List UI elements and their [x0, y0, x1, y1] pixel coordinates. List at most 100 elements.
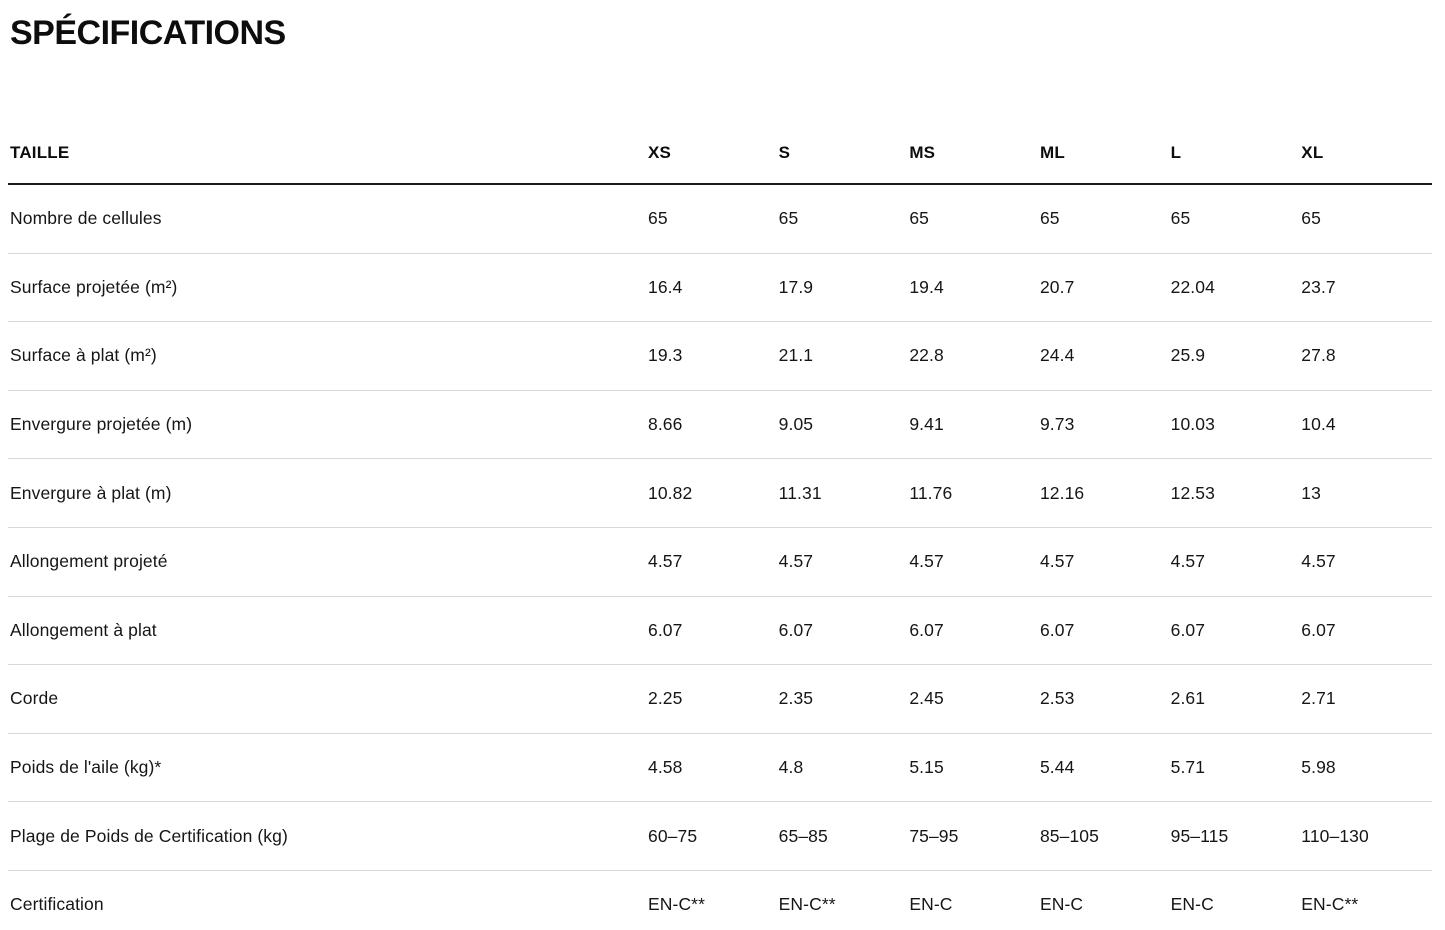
cell-value: EN-C [909, 870, 1040, 930]
table-row: Envergure projetée (m) 8.66 9.05 9.41 9.73 10… [8, 390, 1432, 460]
cell-value: 10.4 [1301, 390, 1432, 460]
cell-value: 9.05 [778, 390, 910, 460]
cell-value: 22.8 [909, 321, 1040, 391]
cell-value: EN-C [1170, 870, 1302, 930]
cell-value: 6.07 [1301, 596, 1432, 666]
table-row: Envergure à plat (m) 10.82 11.31 11.76 12.16… [8, 458, 1432, 528]
cell-value: 11.31 [778, 458, 910, 528]
size-column-header: S [778, 52, 910, 185]
size-row-header: TAILLE [8, 52, 648, 185]
cell-value: 4.58 [648, 733, 779, 803]
cell-value: 27.8 [1301, 321, 1432, 391]
cell-value: 13 [1301, 458, 1432, 528]
row-label: Corde [8, 664, 648, 734]
size-column-header: ML [1039, 52, 1171, 185]
cell-value: 5.15 [909, 733, 1040, 803]
table-row: Plage de Poids de Certification (kg) 60–7… [8, 801, 1432, 871]
table-header-row: TAILLE XS S MS ML L XL [8, 52, 1432, 185]
cell-value: 6.07 [1039, 596, 1171, 666]
spec-table: TAILLE XS S MS ML L XL Nombre de cellules 65 65 6… [8, 52, 1432, 930]
cell-value: 11.76 [909, 458, 1040, 528]
cell-value: 23.7 [1301, 253, 1432, 323]
cell-value: 4.57 [778, 527, 910, 597]
cell-value: 10.03 [1170, 390, 1302, 460]
cell-value: 16.4 [648, 253, 779, 323]
cell-value: 5.44 [1039, 733, 1171, 803]
size-column-header: MS [909, 52, 1040, 185]
table-row: Corde 2.25 2.35 2.45 2.53 2.61 2.71 [8, 664, 1432, 734]
specifications-section: SPÉCIFICATIONS TAILLE XS S MS ML L XL Nombre d… [0, 14, 1445, 930]
cell-value: 12.16 [1039, 458, 1171, 528]
cell-value: EN-C** [778, 870, 910, 930]
cell-value: EN-C [1039, 870, 1171, 930]
spec-table-head: TAILLE XS S MS ML L XL [8, 52, 1432, 185]
cell-value: 6.07 [1170, 596, 1302, 666]
cell-value: 65 [778, 184, 910, 254]
size-column-header: XS [648, 52, 779, 185]
cell-value: 2.53 [1039, 664, 1171, 734]
row-label: Allongement à plat [8, 596, 648, 666]
row-label: Allongement projeté [8, 527, 648, 597]
cell-value: 65–85 [778, 801, 910, 871]
cell-value: 65 [1301, 184, 1432, 254]
cell-value: 6.07 [909, 596, 1040, 666]
cell-value: 60–75 [648, 801, 779, 871]
cell-value: EN-C** [648, 870, 779, 930]
cell-value: 17.9 [778, 253, 910, 323]
cell-value: 20.7 [1039, 253, 1171, 323]
cell-value: 24.4 [1039, 321, 1171, 391]
table-row: Poids de l'aile (kg)* 4.58 4.8 5.15 5.44 5.71… [8, 733, 1432, 803]
cell-value: 6.07 [648, 596, 779, 666]
table-row: Certification EN-C** EN-C** EN-C EN-C EN-C EN-… [8, 870, 1432, 930]
cell-value: 95–115 [1170, 801, 1302, 871]
cell-value: 5.98 [1301, 733, 1432, 803]
cell-value: 4.8 [778, 733, 910, 803]
cell-value: 2.71 [1301, 664, 1432, 734]
cell-value: EN-C** [1301, 870, 1432, 930]
cell-value: 2.35 [778, 664, 910, 734]
cell-value: 65 [648, 184, 779, 254]
cell-value: 4.57 [1039, 527, 1171, 597]
cell-value: 10.82 [648, 458, 779, 528]
cell-value: 2.61 [1170, 664, 1302, 734]
row-label: Poids de l'aile (kg)* [8, 733, 648, 803]
row-label: Envergure projetée (m) [8, 390, 648, 460]
cell-value: 4.57 [1170, 527, 1302, 597]
cell-value: 6.07 [778, 596, 910, 666]
row-label: Nombre de cellules [8, 184, 648, 254]
spec-table-body: Nombre de cellules 65 65 65 65 65 65 Surface pr… [8, 184, 1432, 930]
page-title: SPÉCIFICATIONS [10, 14, 286, 52]
table-row: Allongement projeté 4.57 4.57 4.57 4.57 4.57 4… [8, 527, 1432, 597]
cell-value: 110–130 [1301, 801, 1432, 871]
row-label: Surface à plat (m²) [8, 321, 648, 391]
size-column-header: L [1170, 52, 1302, 185]
cell-value: 65 [1039, 184, 1171, 254]
cell-value: 4.57 [909, 527, 1040, 597]
cell-value: 75–95 [909, 801, 1040, 871]
cell-value: 2.45 [909, 664, 1040, 734]
cell-value: 12.53 [1170, 458, 1302, 528]
table-row: Surface à plat (m²) 19.3 21.1 22.8 24.4 25.9 2… [8, 321, 1432, 391]
cell-value: 25.9 [1170, 321, 1302, 391]
table-row: Allongement à plat 6.07 6.07 6.07 6.07 6.07 6.… [8, 596, 1432, 666]
size-column-header: XL [1301, 52, 1432, 185]
cell-value: 5.71 [1170, 733, 1302, 803]
cell-value: 8.66 [648, 390, 779, 460]
cell-value: 65 [1170, 184, 1302, 254]
cell-value: 19.4 [909, 253, 1040, 323]
table-row: Surface projetée (m²) 16.4 17.9 19.4 20.7 22.… [8, 253, 1432, 323]
cell-value: 22.04 [1170, 253, 1302, 323]
row-label: Plage de Poids de Certification (kg) [8, 801, 648, 871]
cell-value: 4.57 [648, 527, 779, 597]
row-label: Envergure à plat (m) [8, 458, 648, 528]
table-row: Nombre de cellules 65 65 65 65 65 65 [8, 184, 1432, 254]
cell-value: 4.57 [1301, 527, 1432, 597]
cell-value: 21.1 [778, 321, 910, 391]
cell-value: 2.25 [648, 664, 779, 734]
row-label: Certification [8, 870, 648, 930]
cell-value: 85–105 [1039, 801, 1171, 871]
cell-value: 65 [909, 184, 1040, 254]
cell-value: 9.73 [1039, 390, 1171, 460]
cell-value: 19.3 [648, 321, 779, 391]
row-label: Surface projetée (m²) [8, 253, 648, 323]
